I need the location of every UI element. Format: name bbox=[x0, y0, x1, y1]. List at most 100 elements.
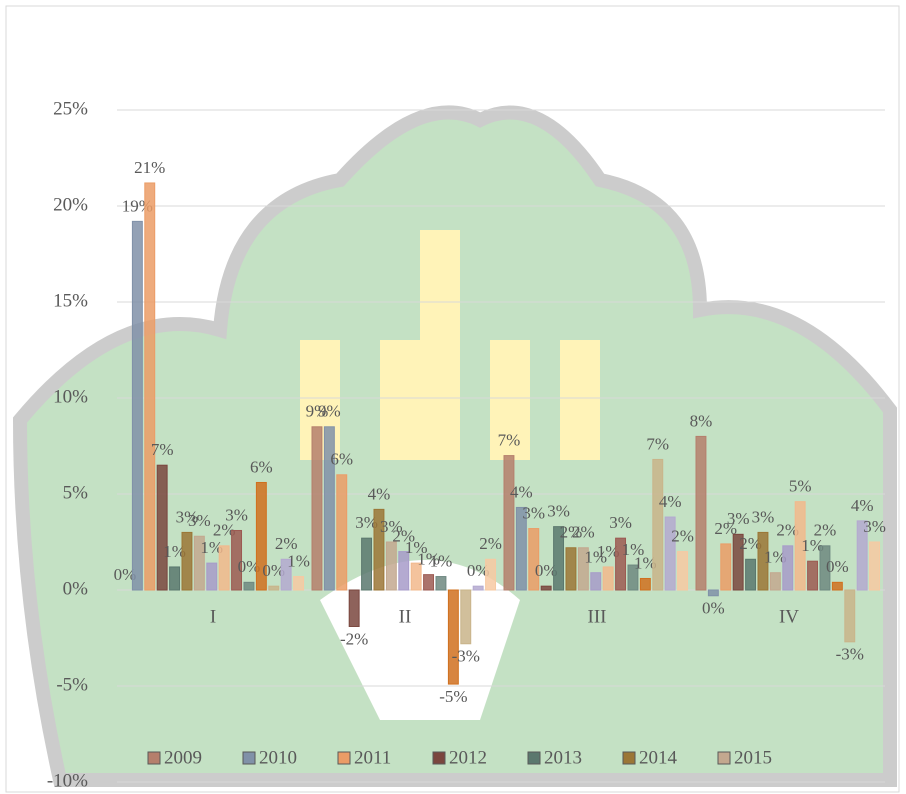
legend-swatch bbox=[433, 752, 445, 764]
x-tick-label: I bbox=[210, 606, 216, 627]
bar bbox=[721, 544, 731, 590]
chart: -10%-5%0%5%10%15%20%25%IIIIIIIV0%9%7%8%1… bbox=[0, 0, 906, 794]
bar bbox=[337, 475, 347, 590]
bar bbox=[566, 548, 576, 590]
y-tick-label: -5% bbox=[56, 674, 88, 695]
bar bbox=[461, 590, 471, 644]
bar bbox=[529, 529, 539, 590]
bar bbox=[696, 436, 706, 590]
bar bbox=[845, 590, 855, 642]
data-label: 3% bbox=[863, 517, 886, 536]
bar bbox=[504, 456, 514, 590]
bar bbox=[603, 567, 613, 590]
data-label: -2% bbox=[340, 629, 368, 648]
y-tick-label: -10% bbox=[47, 770, 88, 791]
data-label: 4% bbox=[659, 492, 682, 511]
bar bbox=[399, 552, 409, 590]
data-label: 0% bbox=[826, 557, 849, 576]
bar bbox=[591, 573, 601, 590]
bar bbox=[244, 582, 254, 590]
data-label: 1% bbox=[287, 551, 310, 570]
bar bbox=[541, 586, 551, 590]
page: {"chart_data": {"type": "bar", "categori… bbox=[0, 0, 906, 794]
bar bbox=[145, 183, 155, 590]
data-label: 21% bbox=[134, 158, 165, 177]
data-label: 3% bbox=[522, 503, 545, 522]
data-label: 6% bbox=[250, 457, 273, 476]
legend-label: 2011 bbox=[354, 747, 391, 768]
data-label: 2% bbox=[275, 534, 298, 553]
data-label: 8% bbox=[690, 411, 713, 430]
bar bbox=[832, 582, 842, 590]
bar bbox=[424, 575, 434, 590]
data-label: 7% bbox=[646, 434, 669, 453]
bar bbox=[448, 590, 458, 684]
data-label: 4% bbox=[510, 482, 533, 501]
x-tick-label: II bbox=[399, 606, 412, 627]
data-label: 1% bbox=[430, 551, 453, 570]
data-label: 2% bbox=[671, 527, 694, 546]
bar bbox=[808, 561, 818, 590]
data-label: -3% bbox=[836, 645, 864, 664]
bar bbox=[362, 538, 372, 590]
data-label: 0% bbox=[702, 599, 725, 618]
data-label: 3% bbox=[225, 505, 248, 524]
legend-swatch bbox=[148, 752, 160, 764]
data-label: 3% bbox=[547, 502, 570, 521]
data-label: 6% bbox=[330, 450, 353, 469]
bar bbox=[207, 563, 217, 590]
legend-swatch bbox=[338, 752, 350, 764]
y-tick-label: 0% bbox=[63, 578, 89, 599]
legend-swatch bbox=[718, 752, 730, 764]
y-tick-label: 5% bbox=[63, 482, 89, 503]
watermark-letter bbox=[560, 340, 600, 460]
bar bbox=[312, 427, 322, 590]
bar bbox=[269, 586, 279, 590]
bar bbox=[170, 567, 180, 590]
bar bbox=[770, 573, 780, 590]
data-label: 4% bbox=[368, 484, 391, 503]
bar bbox=[746, 559, 756, 590]
bar bbox=[473, 586, 483, 590]
bar bbox=[708, 590, 718, 596]
data-label: 3% bbox=[188, 511, 211, 530]
data-label: 4% bbox=[851, 496, 874, 515]
data-label: 7% bbox=[151, 440, 174, 459]
watermark-letter bbox=[420, 230, 460, 460]
legend-label: 2010 bbox=[259, 747, 297, 768]
legend-swatch bbox=[243, 752, 255, 764]
data-label: 2% bbox=[572, 523, 595, 542]
data-label: 5% bbox=[789, 477, 812, 496]
bar bbox=[182, 532, 192, 590]
bar bbox=[870, 542, 880, 590]
bar bbox=[436, 577, 446, 590]
bar bbox=[349, 590, 359, 626]
bar bbox=[294, 577, 304, 590]
bar bbox=[678, 552, 688, 590]
legend-swatch bbox=[623, 752, 635, 764]
legend-label: 2014 bbox=[639, 747, 678, 768]
data-label: 3% bbox=[752, 507, 775, 526]
y-tick-label: 25% bbox=[53, 98, 88, 119]
bar bbox=[219, 546, 229, 590]
x-tick-label: IV bbox=[779, 606, 799, 627]
data-label: 9% bbox=[318, 402, 341, 421]
data-label: 2% bbox=[479, 534, 502, 553]
data-label: 7% bbox=[498, 431, 521, 450]
data-label: 3% bbox=[727, 509, 750, 528]
legend-label: 2012 bbox=[449, 747, 487, 768]
data-label: 2% bbox=[814, 521, 837, 540]
legend-swatch bbox=[528, 752, 540, 764]
bar bbox=[640, 578, 650, 590]
bar bbox=[653, 459, 663, 590]
watermark-letter bbox=[380, 340, 420, 460]
y-tick-label: 20% bbox=[53, 194, 88, 215]
bar bbox=[132, 221, 142, 590]
x-tick-label: III bbox=[588, 606, 607, 627]
bar bbox=[157, 465, 167, 590]
bar bbox=[386, 542, 396, 590]
bar bbox=[486, 559, 496, 590]
legend-label: 2009 bbox=[164, 747, 202, 768]
legend-label: 2015 bbox=[734, 747, 772, 768]
bar bbox=[783, 546, 793, 590]
